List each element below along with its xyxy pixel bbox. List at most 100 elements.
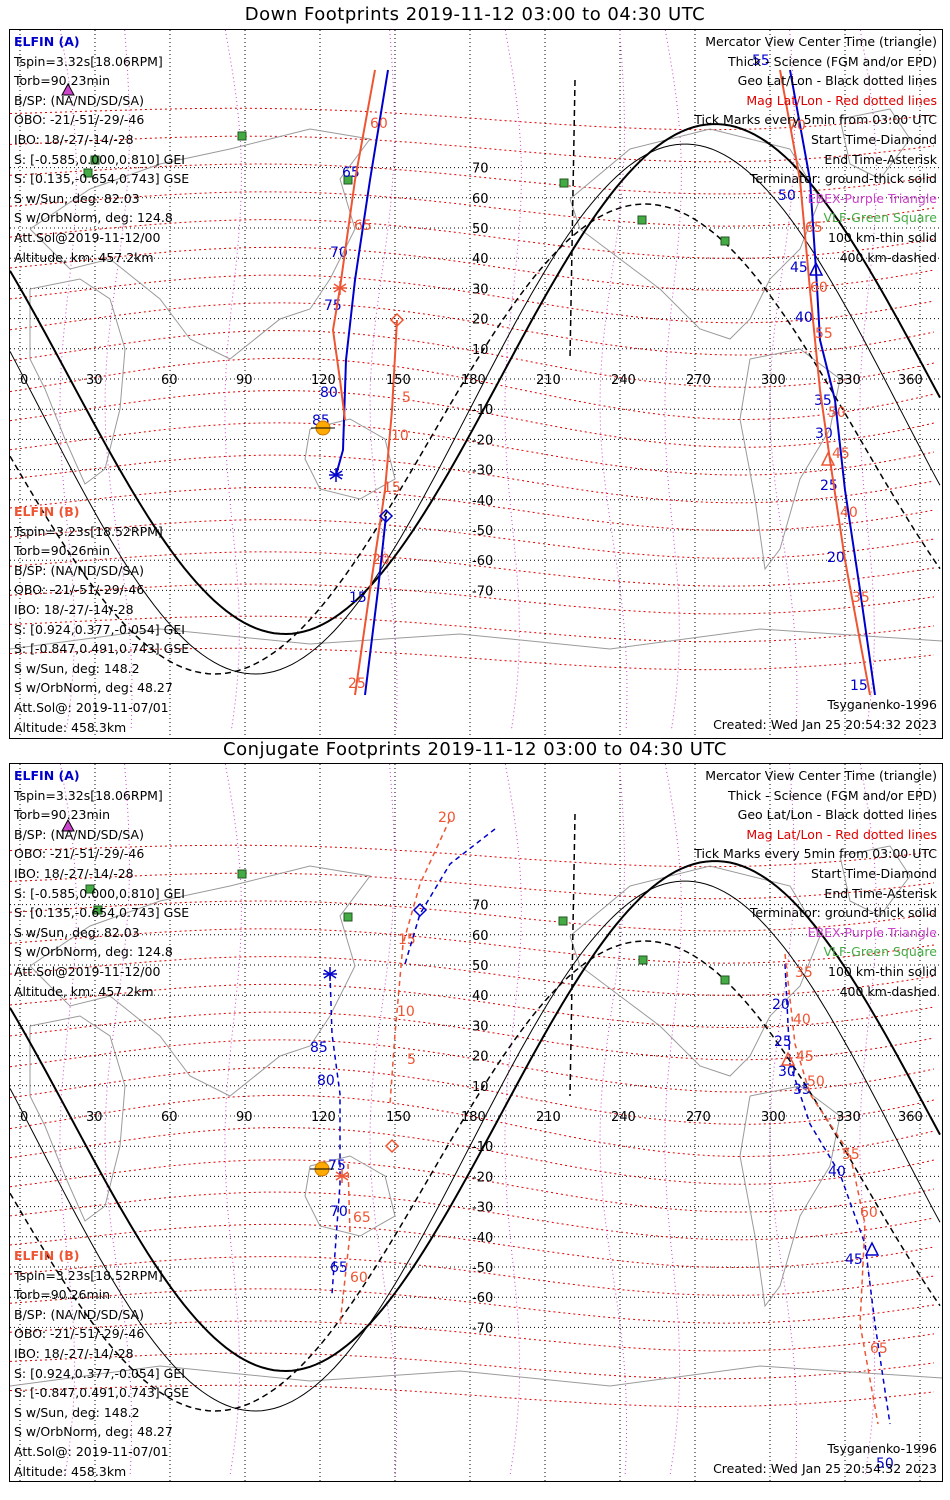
- lat-tick-label: -30: [472, 1201, 493, 1216]
- coastline: [304, 418, 396, 500]
- lon-tick-label: 0: [20, 1110, 28, 1125]
- tick-label: 45: [790, 260, 808, 276]
- lon-tick-label: 30: [86, 373, 103, 388]
- elfin-b-track-east-line: [779, 69, 871, 696]
- legend-item: Mercator View Center Time (triangle): [705, 34, 937, 49]
- elfin-a-track-west: 6570758085: [312, 69, 389, 482]
- down-footprints-map: 6570758085606551015202515555045403530252…: [10, 30, 942, 738]
- tick-label: 50: [807, 1074, 825, 1090]
- elfin-a-label: ELFIN (A): [14, 34, 80, 49]
- legend-item: VLF-Green Square: [823, 944, 937, 960]
- legend-item: Start Time-Diamond: [810, 865, 937, 881]
- tick-label: 20: [772, 997, 790, 1013]
- tick-label: 25: [348, 676, 366, 692]
- elfin-a-line: S: [-0.585,0.000,0.810] GEI: [14, 885, 185, 901]
- elfin-b-line: S: [-0.847,0.491,0.743] GSE: [14, 1385, 190, 1401]
- tick-label: 65: [805, 220, 823, 236]
- elfin-b-conj-north-line: [389, 818, 451, 1105]
- lon-tick-label: 330: [836, 373, 861, 388]
- mag-parallel: [10, 107, 935, 131]
- tick-label: 5: [402, 390, 411, 406]
- lon-tick-label: 210: [536, 1110, 561, 1125]
- lon-tick-label: 180: [461, 373, 486, 388]
- elfin-a-line: IBO: 18/-27/-14/-28: [14, 865, 134, 881]
- tick-label: 60: [860, 1205, 878, 1221]
- coastline: [10, 1365, 942, 1387]
- tick-label: 35: [852, 590, 870, 606]
- lon-tick-label: 360: [898, 373, 923, 388]
- lon-tick-label: 60: [161, 373, 178, 388]
- end-asterisk: [333, 281, 347, 295]
- elfin-a-line: S w/Sun, deg: 82.03: [14, 190, 140, 206]
- elfin-b-line: S: [0.924,0.377,-0.054] GEI: [14, 1365, 185, 1381]
- tick-label: 15: [850, 678, 868, 694]
- lon-tick-label: 240: [611, 373, 636, 388]
- sun-icon: [310, 1161, 334, 1177]
- elfin-b-line: Altitude: 458.3km: [14, 1463, 127, 1479]
- coastline: [29, 865, 371, 1097]
- tick-label: 55: [842, 1147, 860, 1163]
- legend-item: VLF-Green Square: [823, 210, 937, 226]
- vlf-marker: [558, 916, 568, 926]
- lat-tick-label: 20: [472, 313, 489, 328]
- lat-tick-label: -20: [472, 433, 493, 448]
- elfin-b-line: B/SP: (NA/ND/SD/SA): [14, 1306, 144, 1322]
- mag-parallel: [10, 330, 935, 388]
- mag-meridian: [769, 764, 798, 1475]
- coastline: [839, 845, 911, 917]
- terminator-ground: [10, 860, 941, 1373]
- vlf-stations: [85, 869, 730, 985]
- lon-tick-label: 240: [611, 1110, 636, 1125]
- elfin-a-track-east-line: [789, 69, 876, 696]
- elfin-a-line: B/SP: (NA/ND/SD/SA): [14, 92, 144, 108]
- lon-tick-label: 300: [761, 1110, 786, 1125]
- elfin-b-line: Tspin=3.23s[18.52RPM]: [14, 523, 163, 539]
- coastline: [739, 1085, 841, 1308]
- elfin-b-conj-east: 35 40 45 50 55 60 65: [780, 953, 888, 1425]
- tick-label: 60: [810, 280, 828, 296]
- lon-tick-label: 90: [236, 1110, 253, 1125]
- mag-parallel: [10, 1384, 935, 1408]
- lat-tick-label: -60: [472, 554, 493, 569]
- tick-label: 60: [350, 1270, 368, 1286]
- lat-tick-label: 20: [472, 1050, 489, 1065]
- coastline: [29, 1015, 126, 1222]
- legend-item: 400 km-dashed: [839, 983, 937, 999]
- mag-parallel: [10, 872, 935, 900]
- legend-item: 100 km-thin solid: [828, 229, 937, 245]
- tick-label: 25: [774, 1034, 792, 1050]
- elfin-a-info: ELFIN (A) Tspin=3.32s[18.06RPM] Torb=90.2…: [14, 32, 189, 267]
- lat-tick-label: -40: [472, 494, 493, 509]
- lat-tick-label: 40: [472, 252, 489, 267]
- mag-parallel: [10, 302, 935, 356]
- lon-tick-label: 30: [86, 1110, 103, 1125]
- axis-labels: 0 30 60 90 120 150 180 210 240 270 300 330 360 70 60 50…: [20, 162, 923, 600]
- legend-item: Tick Marks every 5min from 03:00 UTC: [694, 846, 937, 862]
- lat-tick-label: -70: [472, 1321, 493, 1336]
- lat-tick-label: -10: [472, 403, 493, 418]
- tick-label: 80: [320, 385, 338, 401]
- mag-parallel: [10, 615, 935, 643]
- conjugate-footprints-map: 2015105858075706565602025303540455035404…: [10, 764, 942, 1481]
- tick-label: 5: [407, 1052, 416, 1068]
- elfin-b-label: ELFIN (B): [14, 504, 80, 519]
- elfin-a-lines: Tspin=3.32s[18.06RPM] Torb=90.23min B/SP: …: [14, 52, 189, 268]
- elfin-b-lines: Tspin=3.23s[18.52RPM] Torb=90.26min B/SP: …: [14, 522, 189, 738]
- elfin-a-label: ELFIN (A): [14, 768, 80, 783]
- mag-parallel: [10, 1320, 935, 1352]
- mag-parallel: [10, 583, 935, 615]
- mag-parallel: [10, 1127, 935, 1185]
- tick-label: 65: [870, 1341, 888, 1357]
- end-asterisk: [335, 1169, 349, 1183]
- lon-tick-label: 150: [386, 373, 411, 388]
- lon-tick-label: 270: [686, 373, 711, 388]
- lon-tick-label: 300: [761, 373, 786, 388]
- vlf-marker: [93, 905, 103, 915]
- elfin-b-line: S w/OrbNorm, deg: 48.27: [14, 1424, 173, 1440]
- lon-tick-label: 120: [311, 373, 336, 388]
- legend-item: 400 km-dashed: [839, 249, 937, 265]
- elfin-b-line: Torb=90.26min: [14, 1287, 111, 1303]
- mag-meridian: [104, 30, 133, 731]
- created-label: Created: Wed Jan 25 20:54:32 2023: [713, 1460, 937, 1476]
